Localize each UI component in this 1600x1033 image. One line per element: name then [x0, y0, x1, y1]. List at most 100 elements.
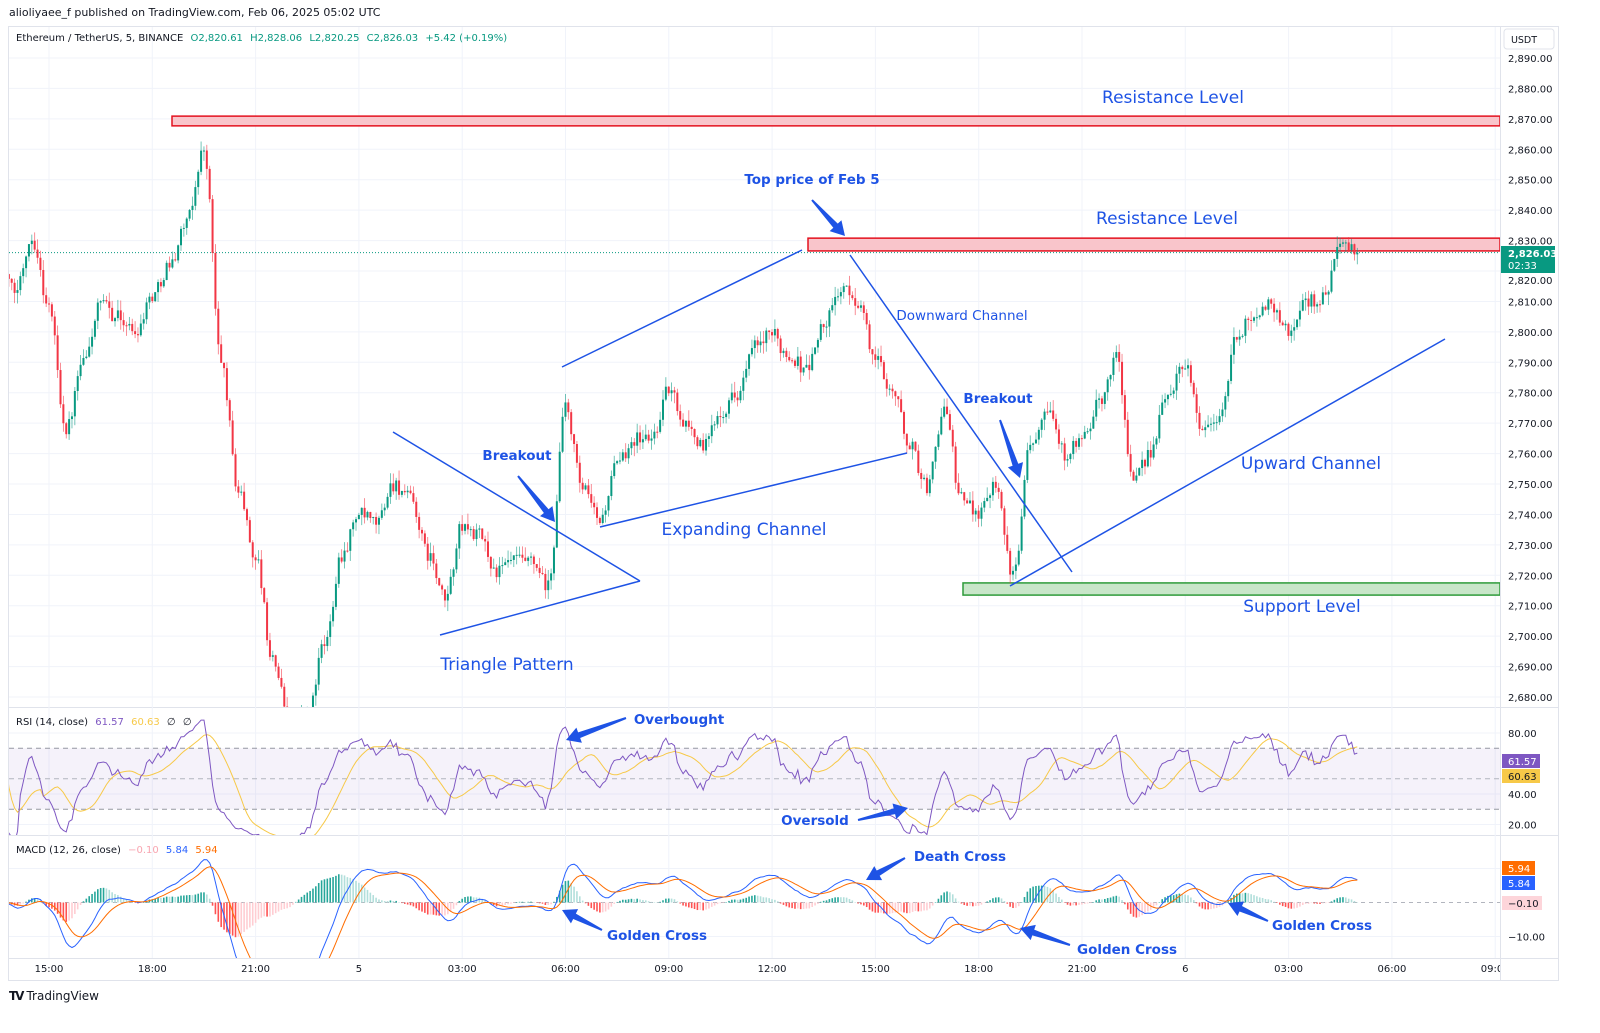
macd-axis[interactable]: −10.00: [1508, 933, 1545, 944]
candle: [375, 512, 378, 534]
candle: [1313, 290, 1316, 314]
macd-histogram-bar: [831, 898, 834, 903]
triangle-lower-line[interactable]: [439, 580, 641, 636]
macd-histogram-bar: [805, 902, 808, 909]
macd-histogram-bar: [498, 902, 501, 907]
macd-histogram-bar: [372, 895, 375, 903]
rsi-axis[interactable]: 80.00 40.00 20.00: [1508, 729, 1537, 832]
time-axis[interactable]: 15:00 18:00 21:00 5 03:00 06:00 09:00 12:00 15:0…: [35, 964, 1510, 975]
symbol-legend[interactable]: Ethereum / TetherUS, 5, BINANCE O2,820.6…: [16, 33, 507, 44]
macd-histogram-bar: [25, 901, 27, 903]
support-zone[interactable]: [962, 582, 1500, 596]
macd-histogram-bar: [1187, 895, 1189, 903]
macd-histogram-bar: [1256, 896, 1258, 903]
macd-histogram-bar: [1089, 902, 1092, 904]
candle: [136, 327, 139, 343]
macd-legend[interactable]: MACD (12, 26, close) −0.10 5.84 5.94: [16, 845, 218, 856]
macd-histogram-bar: [228, 902, 231, 934]
expanding-channel-upper-line[interactable]: [561, 249, 803, 368]
resistance-label-1[interactable]: Resistance Level: [1102, 88, 1244, 108]
macd-histogram-bar: [22, 902, 25, 904]
macd-histogram-bar: [751, 895, 753, 903]
macd-histogram-bar: [871, 902, 874, 912]
macd-histogram-bar: [360, 884, 363, 903]
candle: [1221, 402, 1224, 422]
resistance-zone-lower[interactable]: [807, 237, 1500, 252]
candle: [518, 546, 521, 558]
breakout-label-2[interactable]: Breakout: [963, 391, 1033, 407]
macd-histogram-bar: [949, 892, 951, 903]
triangle-upper-line[interactable]: [392, 431, 641, 582]
resistance-zone-upper[interactable]: [171, 115, 1500, 127]
top-price-label[interactable]: Top price of Feb 5: [744, 172, 879, 188]
candle: [377, 515, 380, 535]
upward-channel-line[interactable]: [1009, 338, 1446, 587]
breakout-label-1[interactable]: Breakout: [482, 448, 552, 464]
macd-signal-value: 5.94: [195, 845, 217, 856]
candle: [1227, 379, 1230, 402]
candle: [693, 428, 696, 445]
macd-histogram-bar: [940, 895, 943, 903]
macd-histogram-bar: [814, 902, 816, 906]
rsi-legend[interactable]: RSI (14, close) 61.57 60.63 ∅ ∅: [16, 717, 192, 728]
downward-channel-line[interactable]: [849, 254, 1073, 573]
death-cross-label[interactable]: Death Cross: [914, 849, 1006, 865]
candle: [768, 330, 771, 340]
candle: [157, 279, 160, 302]
macd-histogram-bar: [828, 899, 831, 903]
candle: [1301, 293, 1304, 312]
candle: [148, 292, 151, 310]
publisher-line: alioliyaee_f published on TradingView.co…: [9, 6, 381, 19]
macd-histogram-bar: [306, 892, 309, 903]
macd-histogram-bar: [1167, 895, 1169, 903]
expanding-channel-label[interactable]: Expanding Channel: [661, 520, 826, 540]
macd-histogram-bar: [53, 902, 56, 911]
candle: [742, 370, 745, 401]
candle: [581, 477, 584, 495]
price-axis[interactable]: 2,890.00 2,880.00 2,870.00 2,860.00 2,850.00…: [1508, 54, 1553, 704]
macd-histogram-bar: [515, 902, 518, 903]
downward-channel-label[interactable]: Downward Channel: [896, 308, 1027, 324]
candle: [464, 523, 467, 535]
candle: [791, 358, 794, 364]
macd-histogram-bar: [679, 902, 682, 904]
oversold-label[interactable]: Oversold: [781, 813, 849, 829]
macd-histogram-bar: [329, 877, 331, 903]
macd-histogram-bar: [1353, 900, 1356, 903]
expanding-channel-lower-line[interactable]: [599, 452, 908, 528]
golden-cross-label-2[interactable]: Golden Cross: [1077, 942, 1177, 958]
candle: [667, 386, 670, 397]
macd-histogram-bar: [1017, 902, 1020, 907]
candle: [1138, 467, 1141, 477]
resistance-label-2[interactable]: Resistance Level: [1096, 209, 1238, 229]
currency-button[interactable]: [1503, 28, 1555, 50]
triangle-pattern-label[interactable]: Triangle Pattern: [439, 655, 573, 675]
tradingview-logo[interactable]: TV TradingView: [9, 989, 99, 1003]
macd-histogram-bar: [1247, 893, 1250, 903]
support-level-label[interactable]: Support Level: [1243, 597, 1360, 617]
candle: [366, 510, 369, 521]
candle: [733, 381, 736, 403]
candle: [1201, 425, 1204, 431]
candle: [1109, 374, 1112, 387]
macd-histogram-bar: [1049, 888, 1052, 903]
candle: [736, 391, 739, 407]
candle: [48, 297, 51, 313]
overbought-label[interactable]: Overbought: [634, 712, 725, 728]
macd-histogram-bar: [315, 886, 317, 903]
macd-histogram-bar: [412, 902, 415, 907]
candle: [9, 273, 10, 287]
macd-histogram-bar: [1012, 902, 1014, 909]
macd-histogram-bar: [788, 902, 791, 908]
candle: [159, 278, 162, 293]
candle: [76, 370, 79, 401]
golden-cross-label-3[interactable]: Golden Cross: [1272, 918, 1372, 934]
macd-histogram-bar: [756, 895, 759, 903]
upward-channel-label[interactable]: Upward Channel: [1241, 454, 1381, 474]
candle: [119, 300, 122, 330]
candle-countdown: 02:33: [1508, 261, 1537, 272]
golden-cross-label-1[interactable]: Golden Cross: [607, 928, 707, 944]
candle: [891, 384, 894, 399]
candle: [828, 307, 831, 337]
